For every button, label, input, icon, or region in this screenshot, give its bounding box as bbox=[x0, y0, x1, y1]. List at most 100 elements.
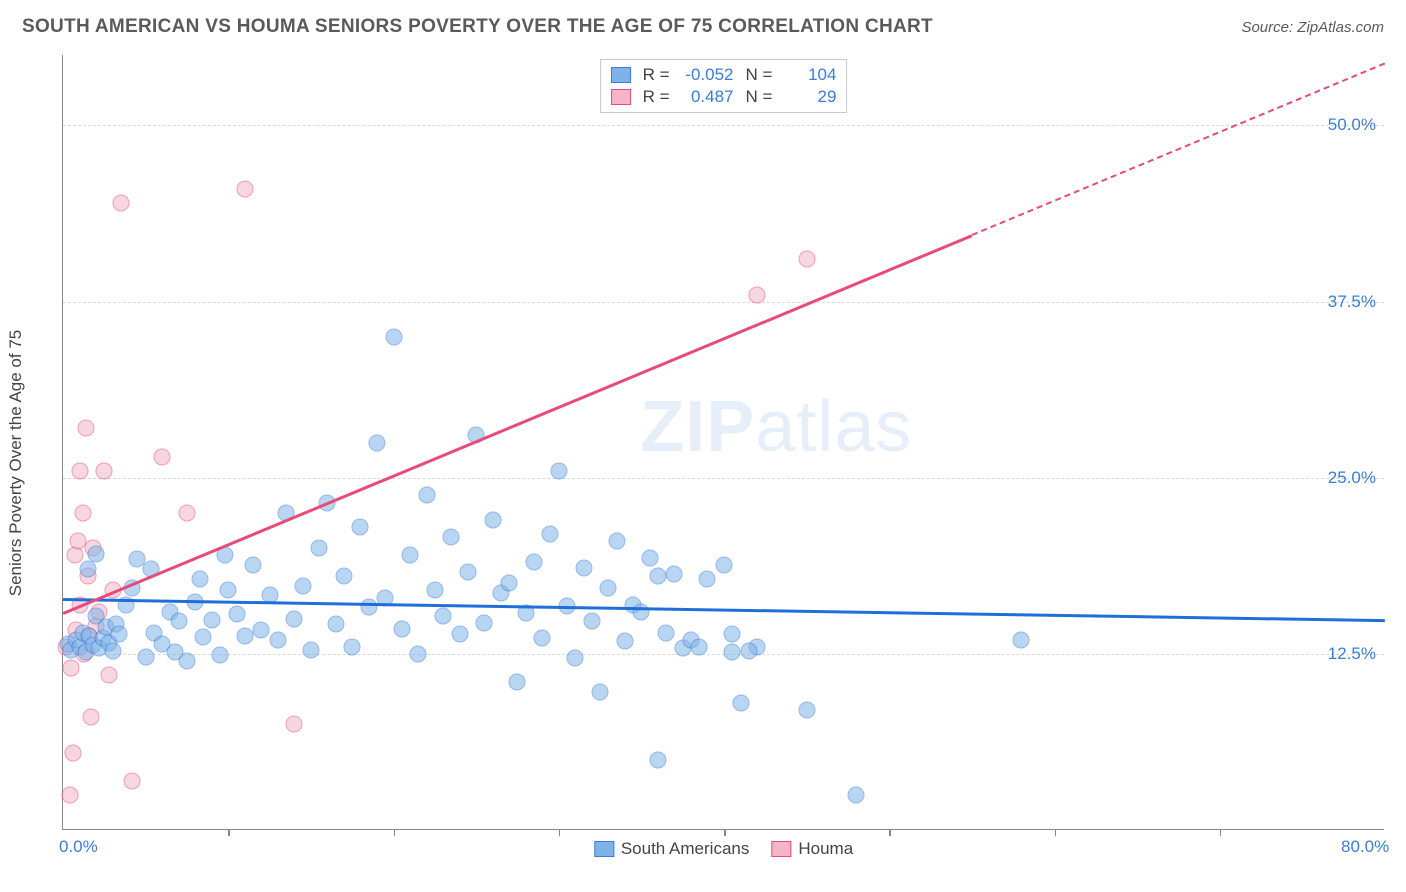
data-point bbox=[327, 616, 344, 633]
data-point bbox=[476, 614, 493, 631]
data-point bbox=[112, 194, 129, 211]
data-point bbox=[96, 462, 113, 479]
data-point bbox=[633, 603, 650, 620]
gridline bbox=[63, 125, 1384, 126]
data-point bbox=[195, 628, 212, 645]
series-legend: South Americans Houma bbox=[594, 839, 853, 859]
data-point bbox=[525, 554, 542, 571]
x-tick bbox=[394, 829, 396, 836]
data-point bbox=[228, 606, 245, 623]
series-2-name: Houma bbox=[798, 839, 853, 859]
trend-line bbox=[63, 234, 973, 614]
data-point bbox=[435, 607, 452, 624]
x-tick-label: 0.0% bbox=[59, 837, 98, 857]
data-point bbox=[848, 786, 865, 803]
data-point bbox=[649, 568, 666, 585]
data-point bbox=[550, 462, 567, 479]
r-value-2: 0.487 bbox=[678, 87, 734, 107]
data-point bbox=[88, 545, 105, 562]
data-point bbox=[426, 582, 443, 599]
y-tick-label: 50.0% bbox=[1328, 115, 1376, 135]
data-point bbox=[583, 613, 600, 630]
data-point bbox=[418, 486, 435, 503]
trend-line bbox=[63, 598, 1385, 622]
source-label: Source: ZipAtlas.com bbox=[1241, 19, 1384, 36]
watermark: ZIPatlas bbox=[640, 386, 912, 468]
data-point bbox=[402, 547, 419, 564]
data-point bbox=[61, 786, 78, 803]
data-point bbox=[509, 674, 526, 691]
data-point bbox=[203, 612, 220, 629]
data-point bbox=[385, 328, 402, 345]
stats-legend: R =-0.052 N =104 R =0.487 N =29 bbox=[600, 59, 848, 113]
data-point bbox=[101, 667, 118, 684]
data-point bbox=[749, 286, 766, 303]
data-point bbox=[699, 571, 716, 588]
chart-container: Seniors Poverty Over the Age of 75 ZIPat… bbox=[22, 55, 1384, 870]
data-point bbox=[167, 644, 184, 661]
stats-row-series-1: R =-0.052 N =104 bbox=[611, 64, 837, 86]
x-tick bbox=[724, 829, 726, 836]
data-point bbox=[104, 643, 121, 660]
data-point bbox=[649, 751, 666, 768]
n-value-2: 29 bbox=[780, 87, 836, 107]
data-point bbox=[798, 702, 815, 719]
data-point bbox=[740, 643, 757, 660]
data-point bbox=[344, 638, 361, 655]
data-point bbox=[78, 420, 95, 437]
data-point bbox=[253, 621, 270, 638]
data-point bbox=[600, 579, 617, 596]
data-point bbox=[501, 575, 518, 592]
data-point bbox=[393, 620, 410, 637]
data-point bbox=[220, 582, 237, 599]
data-point bbox=[211, 647, 228, 664]
data-point bbox=[286, 716, 303, 733]
stats-row-series-2: R =0.487 N =29 bbox=[611, 86, 837, 108]
data-point bbox=[302, 641, 319, 658]
data-point bbox=[459, 564, 476, 581]
data-point bbox=[137, 648, 154, 665]
x-tick bbox=[228, 829, 230, 836]
data-point bbox=[311, 540, 328, 557]
data-point bbox=[567, 650, 584, 667]
data-point bbox=[79, 561, 96, 578]
data-point bbox=[534, 630, 551, 647]
data-point bbox=[170, 613, 187, 630]
y-axis-label: Seniors Poverty Over the Age of 75 bbox=[6, 329, 26, 595]
data-point bbox=[352, 519, 369, 536]
data-point bbox=[74, 504, 91, 521]
data-point bbox=[63, 659, 80, 676]
data-point bbox=[111, 626, 128, 643]
data-point bbox=[592, 683, 609, 700]
data-point bbox=[716, 557, 733, 574]
data-point bbox=[368, 434, 385, 451]
data-point bbox=[192, 571, 209, 588]
data-point bbox=[608, 533, 625, 550]
x-tick bbox=[559, 829, 561, 836]
data-point bbox=[443, 528, 460, 545]
n-value-1: 104 bbox=[780, 65, 836, 85]
data-point bbox=[83, 709, 100, 726]
data-point bbox=[724, 644, 741, 661]
data-point bbox=[732, 695, 749, 712]
data-point bbox=[666, 565, 683, 582]
data-point bbox=[360, 599, 377, 616]
data-point bbox=[335, 568, 352, 585]
data-point bbox=[269, 631, 286, 648]
y-tick-label: 37.5% bbox=[1328, 292, 1376, 312]
data-point bbox=[245, 557, 262, 574]
data-point bbox=[178, 504, 195, 521]
data-point bbox=[64, 744, 81, 761]
series-1-name: South Americans bbox=[621, 839, 750, 859]
r-value-1: -0.052 bbox=[678, 65, 734, 85]
data-point bbox=[484, 512, 501, 529]
data-point bbox=[542, 526, 559, 543]
x-tick bbox=[889, 829, 891, 836]
data-point bbox=[1013, 631, 1030, 648]
trend-line bbox=[971, 62, 1385, 236]
x-tick bbox=[1055, 829, 1057, 836]
swatch-series-1 bbox=[611, 67, 631, 83]
gridline bbox=[63, 302, 1384, 303]
data-point bbox=[724, 626, 741, 643]
data-point bbox=[154, 448, 171, 465]
